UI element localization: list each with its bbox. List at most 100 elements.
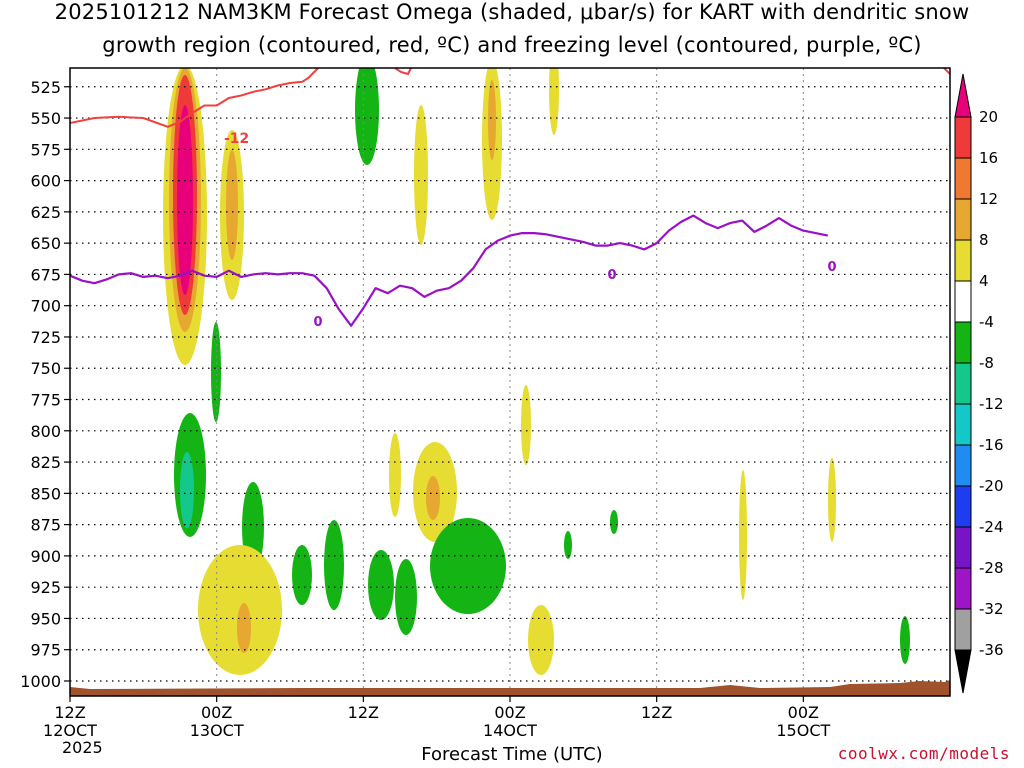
dgz-minus12-contour — [70, 68, 320, 128]
x-tick-label: 00Z — [788, 703, 819, 722]
purple-contour-label: 0 — [827, 260, 836, 275]
y-tick-label: 575 — [30, 140, 61, 159]
colorbar-label: -12 — [979, 395, 1004, 413]
colorbar-label: 20 — [979, 108, 998, 126]
omega-blob-positive — [177, 105, 193, 295]
omega-blob-negative — [900, 616, 910, 664]
omega-blob-negative — [355, 68, 379, 165]
colorbar-label: 12 — [979, 190, 998, 208]
colorbar-swatch — [954, 403, 972, 446]
y-tick-label: 775 — [30, 391, 61, 410]
omega-blob-positive — [488, 80, 496, 160]
colorbar-swatch — [954, 485, 972, 528]
y-tick-label: 625 — [30, 203, 61, 222]
x-tick-label: 00Z — [494, 703, 525, 722]
colorbar-swatch — [954, 157, 972, 200]
x-tick-label: 00Z — [201, 703, 232, 722]
y-axis: 525 550 575 600 625 650 675 700 725 750 775 800 825 8… — [20, 78, 70, 691]
plot-area: -12 0 0 0 — [69, 67, 951, 697]
colorbar-label: 16 — [979, 149, 998, 167]
omega-blob-negative — [430, 518, 506, 614]
omega-blob-positive — [549, 68, 559, 135]
omega-blob-positive — [521, 385, 531, 465]
x-tick-label: 12Z — [641, 703, 672, 722]
colorbar-label: -4 — [979, 313, 994, 331]
y-tick-label: 925 — [30, 578, 61, 597]
colorbar-label: -32 — [979, 600, 1004, 618]
colorbar-swatch — [954, 362, 972, 405]
omega-shading — [163, 68, 910, 675]
omega-blob-negative — [610, 510, 618, 534]
y-tick-label: 900 — [30, 547, 61, 566]
x-tick-date-label: 12OCT — [43, 721, 97, 740]
colorbar-swatch — [954, 280, 972, 323]
x-tick-date-label: 14OCT — [483, 721, 537, 740]
y-tick-label: 675 — [30, 265, 61, 284]
colorbar-label: 4 — [979, 272, 989, 290]
omega-blob-positive — [528, 605, 554, 675]
credit-text: coolwx.com/models — [837, 744, 1010, 763]
terrain-ground — [70, 680, 950, 696]
omega-blob-positive — [426, 476, 440, 520]
colorbar-swatch — [954, 321, 972, 364]
colorbar-label: -24 — [979, 518, 1004, 536]
y-tick-label: 825 — [30, 453, 61, 472]
omega-blob-negative — [564, 531, 572, 559]
colorbar-label: -28 — [979, 559, 1004, 577]
y-tick-label: 1000 — [20, 672, 61, 691]
omega-blob-positive — [237, 603, 251, 653]
y-tick-label: 850 — [30, 484, 61, 503]
colorbar-label: -20 — [979, 477, 1004, 495]
omega-blob-positive — [389, 433, 401, 517]
omega-blob-positive — [226, 150, 238, 260]
contour-lines: -12 0 0 0 — [70, 68, 950, 330]
chart-title-line-2: growth region (contoured, red, ºC) and f… — [102, 33, 922, 57]
omega-blob-negative — [180, 452, 194, 528]
y-tick-label: 550 — [30, 109, 61, 128]
colorbar-swatch — [954, 444, 972, 487]
colorbar-label: -36 — [979, 641, 1004, 659]
y-tick-label: 800 — [30, 422, 61, 441]
omega-blob-negative — [211, 322, 221, 422]
x-tick-date-label: 15OCT — [776, 721, 830, 740]
colorbar-bottom-arrow — [954, 649, 972, 694]
y-tick-label: 725 — [30, 328, 61, 347]
colorbar-swatch — [954, 239, 972, 282]
purple-contour-label: 0 — [607, 268, 616, 283]
red-contour-label: -12 — [224, 131, 249, 147]
colorbar-label: -8 — [979, 354, 994, 372]
omega-blob-negative — [395, 559, 417, 635]
colorbar-label: -16 — [979, 436, 1004, 454]
year-label: 2025 — [62, 738, 103, 757]
y-tick-label: 525 — [30, 78, 61, 97]
y-tick-label: 650 — [30, 234, 61, 253]
omega-blob-negative — [368, 550, 394, 620]
y-tick-label: 750 — [30, 359, 61, 378]
colorbar-swatch — [954, 608, 972, 651]
colorbar: 20 16 12 8 4 -4 -8 -12 -16 -20 -24 -28 -32 -36 — [954, 73, 1004, 694]
omega-blob-negative — [324, 520, 344, 610]
colorbar-top-arrow — [954, 73, 972, 118]
omega-blob-positive — [414, 105, 428, 245]
colorbar-swatch — [954, 116, 972, 159]
purple-contour-label: 0 — [313, 315, 322, 330]
dgz-minus12-contour — [943, 68, 950, 75]
colorbar-swatch — [954, 526, 972, 569]
omega-blob-negative — [292, 545, 312, 605]
x-tick-date-label: 13OCT — [190, 721, 244, 740]
grid-lines — [70, 68, 950, 696]
y-tick-label: 700 — [30, 297, 61, 316]
y-tick-label: 950 — [30, 609, 61, 628]
terrain — [70, 680, 950, 696]
chart-title-line-1: 2025101212 NAM3KM Forecast Omega (shaded… — [54, 0, 970, 24]
colorbar-label: 8 — [979, 231, 989, 249]
x-tick-label: 12Z — [348, 703, 379, 722]
omega-blob-positive — [739, 470, 747, 600]
dgz-minus12-contour — [394, 68, 412, 76]
freezing-level-contour — [70, 214, 829, 327]
omega-blob-positive — [828, 458, 836, 542]
colorbar-swatch — [954, 198, 972, 241]
y-tick-label: 600 — [30, 172, 61, 191]
